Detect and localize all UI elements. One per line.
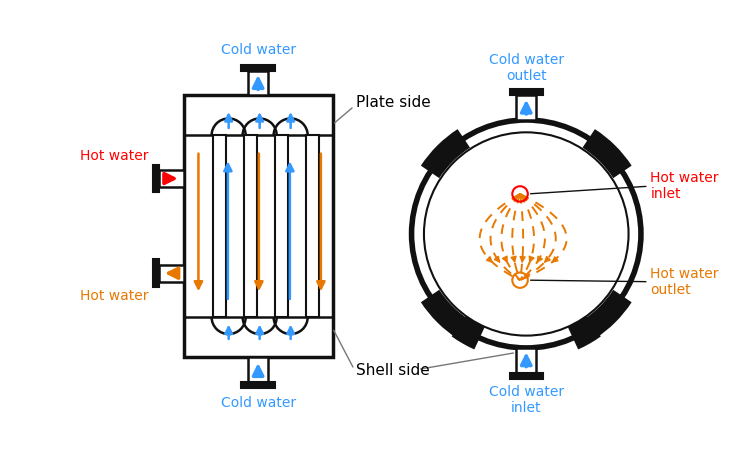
Text: Shell side: Shell side xyxy=(356,363,430,378)
Bar xyxy=(159,170,184,187)
Bar xyxy=(516,348,537,372)
Bar xyxy=(248,71,268,95)
Text: Cold water: Cold water xyxy=(221,43,296,57)
Bar xyxy=(516,95,537,120)
Bar xyxy=(241,382,275,388)
Bar xyxy=(213,136,226,317)
Text: Cold water: Cold water xyxy=(221,396,296,410)
Text: Hot water
inlet: Hot water inlet xyxy=(650,171,719,201)
Bar xyxy=(153,165,159,192)
Bar xyxy=(241,65,275,71)
Text: Cold water
inlet: Cold water inlet xyxy=(489,385,564,415)
Text: Hot water: Hot water xyxy=(80,289,148,302)
Text: Plate side: Plate side xyxy=(356,95,430,110)
Text: Cold water
outlet: Cold water outlet xyxy=(489,53,564,83)
Bar xyxy=(159,265,184,282)
Bar xyxy=(248,357,268,382)
Bar xyxy=(275,136,288,317)
Text: Hot water
outlet: Hot water outlet xyxy=(650,266,719,297)
Bar xyxy=(510,372,542,379)
Text: Hot water: Hot water xyxy=(80,149,148,163)
Circle shape xyxy=(412,120,641,348)
Bar xyxy=(244,136,257,317)
Bar xyxy=(184,95,333,357)
Bar xyxy=(306,136,319,317)
Bar xyxy=(510,89,542,95)
Bar xyxy=(153,260,159,287)
